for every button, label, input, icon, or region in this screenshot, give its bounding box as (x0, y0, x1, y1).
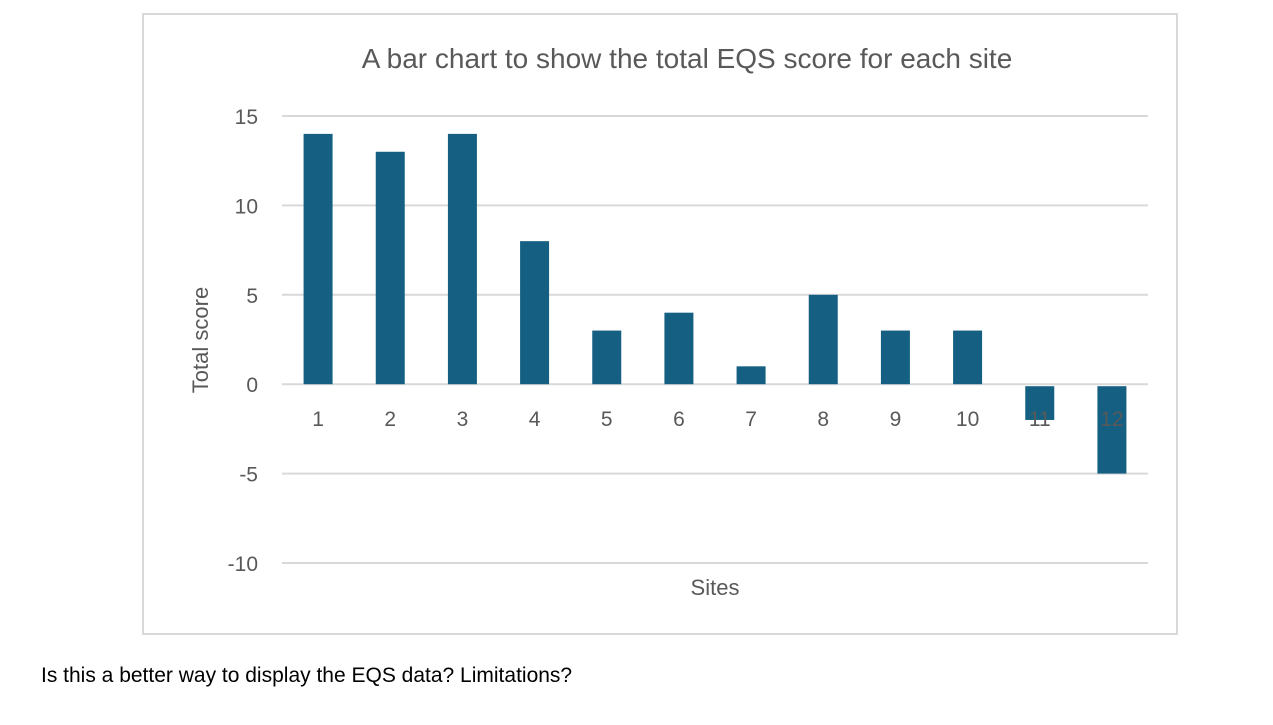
bar-site-2 (375, 151, 405, 385)
x-tick-label: 3 (457, 408, 469, 431)
x-tick-label: 4 (529, 408, 541, 431)
x-tick-label: 10 (956, 408, 979, 431)
x-tick-label: 2 (384, 408, 396, 431)
x-tick-label: 6 (673, 408, 685, 431)
x-axis-label: Sites (691, 575, 740, 600)
bar-site-11 (1025, 386, 1055, 420)
x-tick-label: 1 (312, 408, 324, 431)
bar-site-1 (303, 133, 333, 385)
bar-site-7 (736, 366, 766, 385)
bar-site-3 (447, 133, 477, 385)
y-tick-label: 10 (235, 195, 258, 218)
bar-site-10 (953, 330, 983, 385)
bar-site-4 (520, 241, 550, 385)
y-tick-label: 5 (246, 285, 258, 308)
bar-site-5 (592, 330, 622, 385)
x-tick-label: 5 (601, 408, 613, 431)
chart-title: A bar chart to show the total EQS score … (362, 43, 1013, 74)
y-tick-label: -5 (239, 464, 258, 487)
bar-site-12 (1097, 386, 1127, 474)
y-tick-label: 15 (235, 106, 258, 129)
y-tick-label: 0 (246, 374, 258, 397)
bar-site-9 (880, 330, 910, 385)
y-axis-label: Total score (188, 287, 213, 393)
chart-frame: 15 10 5 0 -5 -10 1 2 3 4 5 6 7 8 9 10 11 12 A bar chart … (142, 13, 1178, 635)
y-tick-label: -10 (228, 553, 258, 576)
caption-text: Is this a better way to display the EQS … (41, 664, 573, 687)
x-tick-label: 9 (890, 408, 902, 431)
bar-site-8 (808, 294, 838, 385)
bar-site-6 (664, 312, 694, 385)
x-tick-label: 8 (817, 408, 829, 431)
x-tick-label: 12 (1100, 408, 1123, 431)
x-tick-label: 7 (745, 408, 757, 431)
x-tick-label: 11 (1029, 408, 1051, 431)
